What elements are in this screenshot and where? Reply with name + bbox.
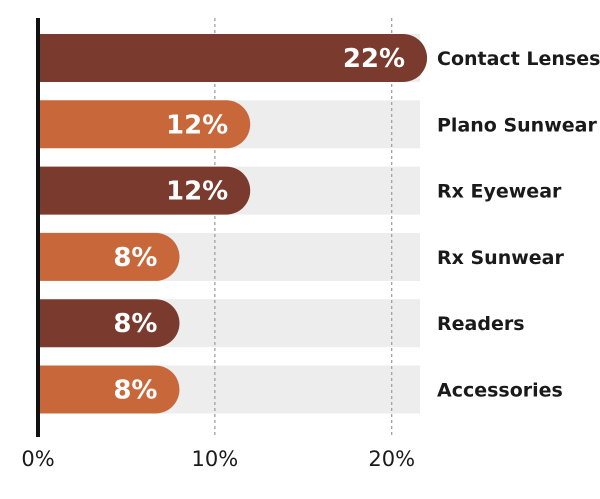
bar (38, 34, 428, 82)
category-label: Rx Eyewear (437, 181, 562, 203)
data-label: 12% (166, 177, 228, 207)
data-label: 8% (113, 243, 157, 273)
bar (38, 365, 180, 414)
category-label: Accessories (437, 380, 563, 402)
category-label: Contact Lenses (437, 48, 600, 70)
category-labels: Contact Lenses Plano Sunwear Rx Eyewear Rx … (437, 48, 600, 402)
category-label: Plano Sunwear (437, 114, 597, 136)
value-labels: 22% 12% 12% 8% 8% 8% (113, 44, 405, 406)
gridlines (214, 18, 393, 437)
data-label: 8% (113, 309, 157, 339)
bars (38, 34, 428, 414)
data-label: 22% (343, 44, 405, 74)
bar (38, 299, 180, 348)
bar-tracks (38, 34, 420, 414)
x-tick-labels: 0% 10% 20% (21, 447, 415, 471)
bar (38, 232, 180, 281)
data-label: 12% (166, 110, 228, 140)
x-tick-label: 0% (21, 447, 54, 471)
bar (38, 166, 251, 215)
category-label: Rx Sunwear (437, 247, 564, 269)
category-label: Readers (437, 313, 525, 335)
data-label: 8% (113, 376, 157, 406)
bar (38, 100, 251, 149)
x-tick-label: 10% (192, 447, 239, 471)
x-tick-label: 20% (368, 447, 415, 471)
